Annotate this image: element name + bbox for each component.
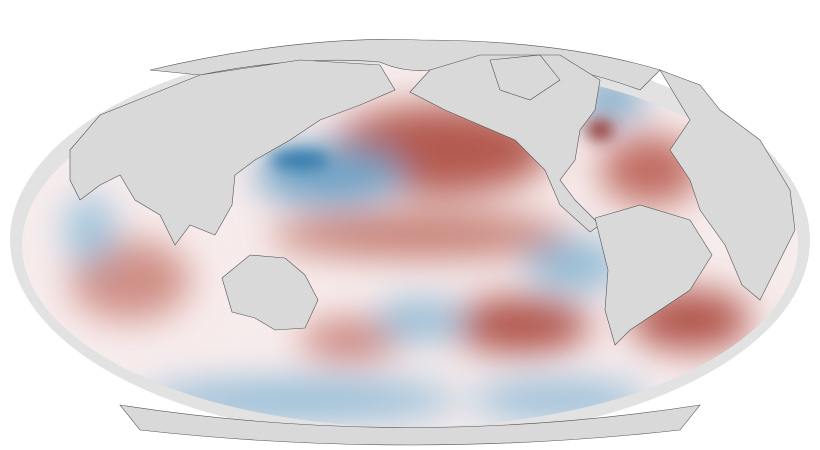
anomaly-warm	[586, 120, 614, 140]
anomaly-warm	[450, 297, 590, 353]
land-greenland	[489, 54, 561, 101]
anomaly-cool	[375, 300, 465, 340]
land-south-america	[594, 204, 713, 346]
anomaly-warm	[270, 213, 570, 257]
landmasses	[69, 39, 796, 446]
anomaly-warm	[300, 320, 400, 360]
anomaly-cool	[270, 150, 330, 170]
land-north-america	[409, 54, 601, 233]
anomaly-cool	[525, 240, 625, 290]
anomaly-cool	[65, 195, 115, 265]
land-asia	[69, 59, 396, 246]
land-antarctica	[119, 404, 701, 446]
land-africa-europe	[659, 69, 796, 301]
land-australia	[221, 254, 319, 331]
land-arctic	[149, 39, 661, 91]
